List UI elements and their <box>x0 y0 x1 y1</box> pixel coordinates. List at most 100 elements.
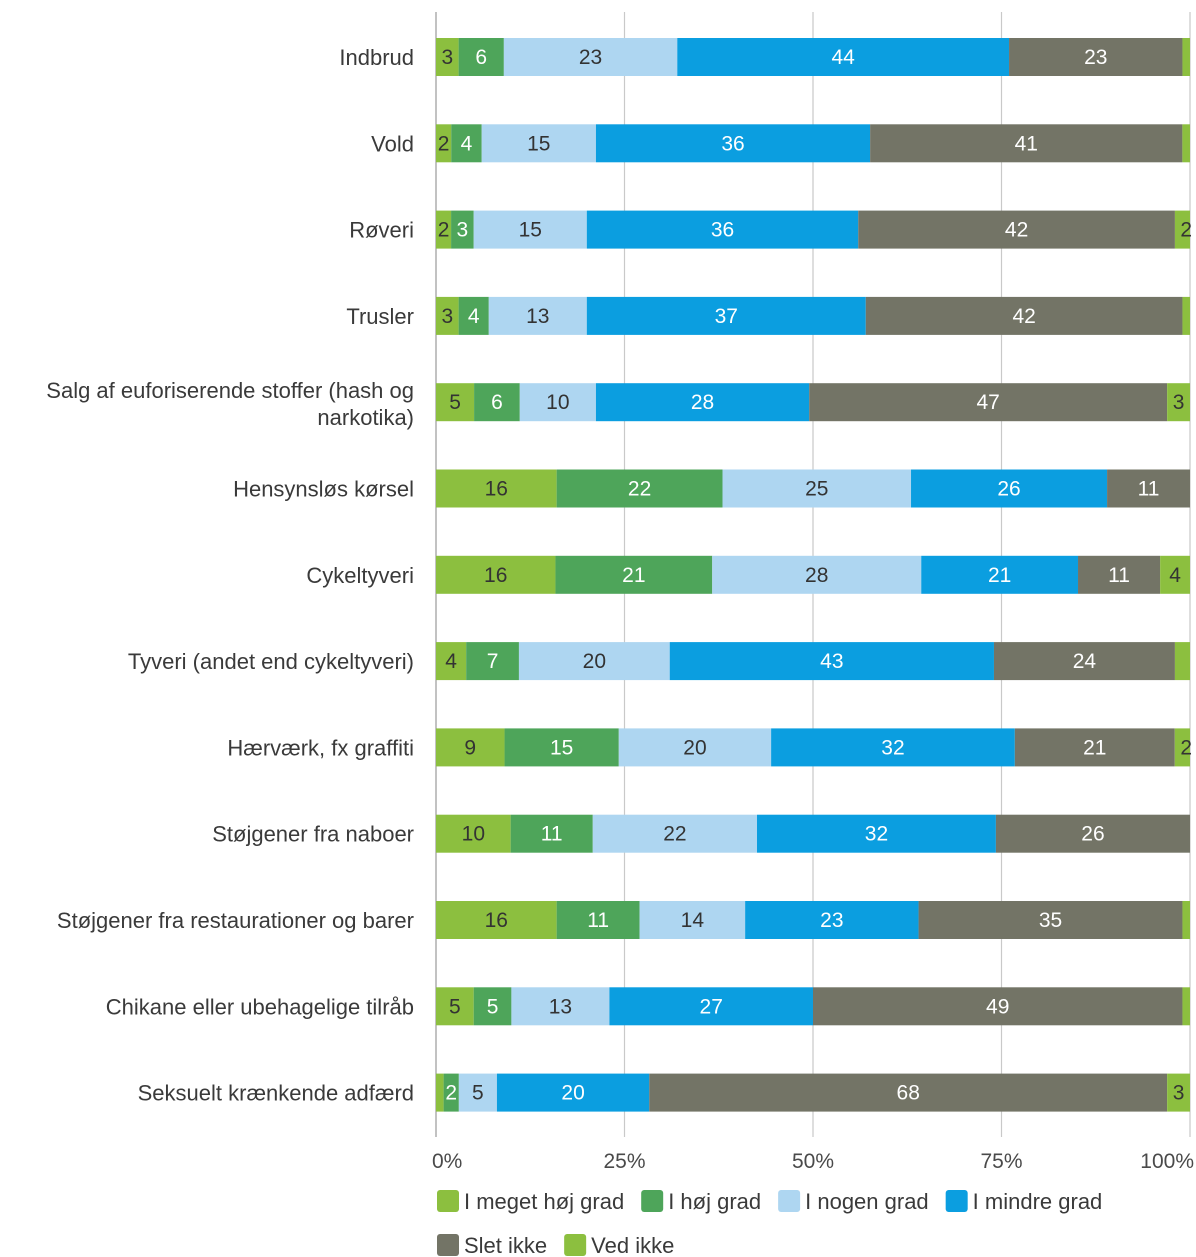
bar-segment <box>443 1073 459 1112</box>
bar-segment <box>436 38 459 76</box>
data-label: 11 <box>587 909 609 932</box>
bar-segment <box>865 296 1183 335</box>
legend-label: Ved ikke <box>591 1233 674 1257</box>
category-label: Seksuelt krænkende adfærd <box>138 1081 414 1106</box>
category-label: Røveri <box>349 218 414 243</box>
data-label: 11 <box>541 823 563 846</box>
category-label: Hærværk, fx graffiti <box>227 735 414 760</box>
x-tick-label: 50% <box>792 1150 834 1173</box>
bar-segment <box>1174 210 1190 249</box>
data-label: 36 <box>711 219 734 242</box>
bar-segment <box>592 814 758 853</box>
data-label: 11 <box>1108 564 1130 587</box>
bar-segment <box>918 901 1183 939</box>
data-label: 15 <box>550 736 573 759</box>
bar-segment <box>436 901 557 939</box>
category-label: Støjgener fra naboer <box>212 822 414 847</box>
bar-segment <box>1014 728 1175 767</box>
bar-segment <box>451 124 482 163</box>
bar-segment <box>504 728 619 767</box>
bar-segment <box>595 383 810 422</box>
x-tick-label: 25% <box>603 1150 645 1173</box>
bar-segment <box>436 383 475 422</box>
data-label: 20 <box>583 650 606 673</box>
bar-segment <box>993 642 1175 681</box>
bar-segment <box>995 814 1190 853</box>
data-label: 20 <box>561 1082 584 1105</box>
bar-segment <box>595 124 871 163</box>
category-label: Salg af euforiserende stoffer (hash og <box>46 378 414 403</box>
legend-label: I nogen grad <box>805 1189 929 1214</box>
bar-segment <box>555 555 713 594</box>
bar-segment <box>519 383 596 422</box>
data-label: 28 <box>691 391 714 414</box>
data-label: 16 <box>484 564 507 587</box>
data-label: 15 <box>519 219 542 242</box>
data-label: 24 <box>1073 650 1097 673</box>
data-label: 23 <box>1084 46 1107 69</box>
bar-segment <box>586 296 866 335</box>
bar-segment <box>771 728 1015 767</box>
bar-segment <box>503 38 678 76</box>
bar-segment <box>511 987 610 1026</box>
data-label: 26 <box>997 478 1020 501</box>
bar-segment <box>1078 555 1161 594</box>
data-label: 13 <box>526 305 549 328</box>
bar-segment <box>1182 296 1190 335</box>
bar-segment <box>1182 124 1190 163</box>
data-label: 32 <box>865 823 888 846</box>
legend-swatch <box>437 1190 459 1212</box>
bar-segment <box>458 38 504 76</box>
data-label: 36 <box>721 132 744 155</box>
data-label: 10 <box>546 391 569 414</box>
bar-segment <box>921 555 1079 594</box>
data-label: 26 <box>1081 823 1104 846</box>
bar-segment <box>677 38 1010 76</box>
bar-segment <box>436 296 459 335</box>
data-label: 35 <box>1039 909 1062 932</box>
bar-segment <box>1174 728 1190 767</box>
data-label: 5 <box>487 995 499 1018</box>
bar-segment <box>518 642 670 681</box>
bar-segment <box>1160 555 1190 594</box>
bar-segment <box>458 296 489 335</box>
bar-segment <box>451 210 474 249</box>
data-label: 49 <box>986 995 1009 1018</box>
bar-segment <box>436 1073 444 1112</box>
data-label: 21 <box>1083 736 1106 759</box>
data-label: 23 <box>579 46 602 69</box>
data-label: 2 <box>445 1082 457 1105</box>
legend-swatch <box>641 1190 664 1212</box>
bar-segment <box>1107 469 1190 508</box>
data-label: 2 <box>1180 736 1192 759</box>
data-label: 11 <box>1138 478 1160 501</box>
bar-segment <box>436 814 511 853</box>
bar-segment <box>556 469 723 508</box>
data-label: 3 <box>1173 1082 1185 1105</box>
data-label: 68 <box>897 1082 920 1105</box>
bar-segment <box>813 987 1183 1026</box>
data-label: 27 <box>700 995 723 1018</box>
bar-segment <box>458 1073 497 1112</box>
x-tick-label: 0% <box>432 1150 462 1173</box>
bar-segment <box>870 124 1183 163</box>
data-label: 5 <box>472 1082 484 1105</box>
data-label: 2 <box>1180 219 1192 242</box>
data-label: 44 <box>831 46 855 69</box>
data-label: 3 <box>441 46 453 69</box>
bar-segment <box>488 296 587 335</box>
category-label: Cykeltyveri <box>306 563 414 588</box>
data-label: 6 <box>491 391 503 414</box>
data-label: 4 <box>1169 564 1181 587</box>
legend-swatch <box>564 1234 587 1256</box>
category-label: Chikane eller ubehagelige tilråb <box>106 994 414 1019</box>
x-tick-label: 75% <box>980 1150 1022 1173</box>
data-label: 3 <box>457 219 469 242</box>
bar-segment <box>473 210 587 249</box>
data-label: 43 <box>820 650 843 673</box>
data-label: 21 <box>988 564 1011 587</box>
bar-segment <box>809 383 1168 422</box>
data-label: 22 <box>628 478 651 501</box>
bar-segment <box>745 901 919 939</box>
bar-segment <box>1182 901 1190 939</box>
